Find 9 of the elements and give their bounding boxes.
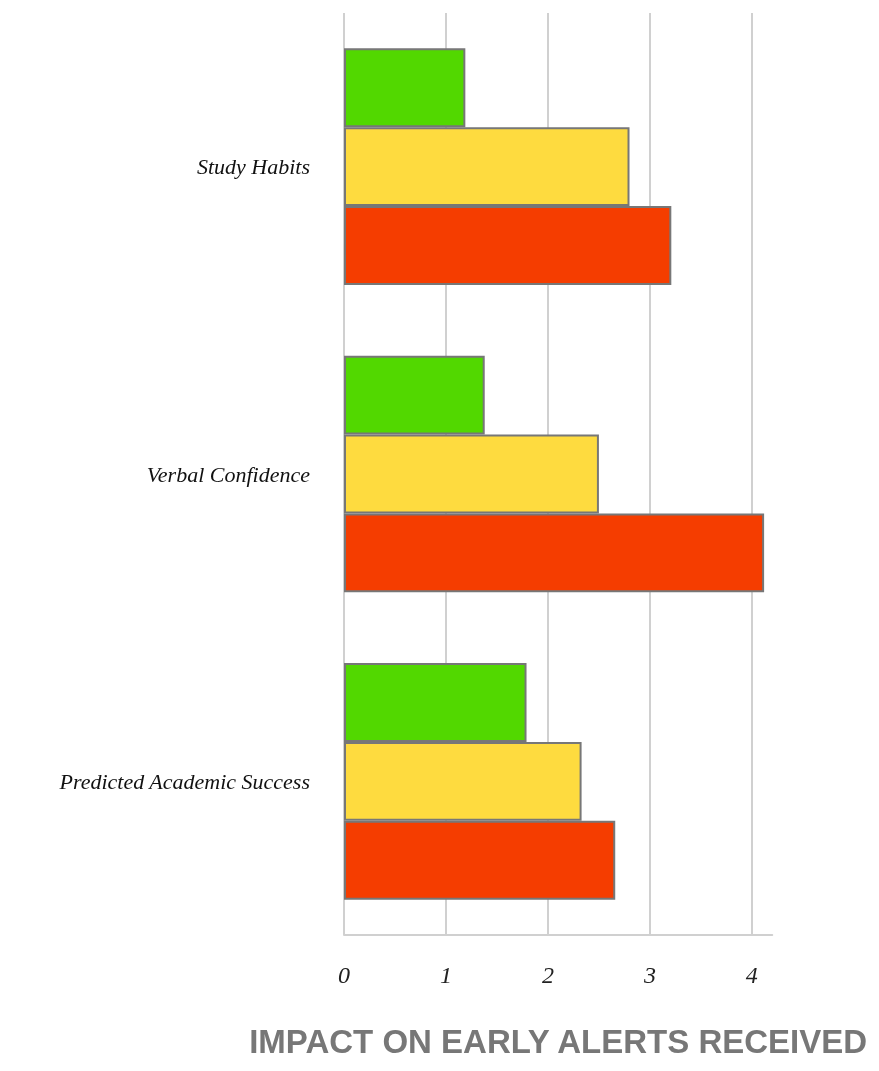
x-tick-label: 4 (745, 962, 758, 988)
y-tick-label: Predicted Academic Success (58, 768, 310, 794)
x-tick-label: 1 (439, 962, 452, 988)
x-axis-title: IMPACT ON EARLY ALERTS RECEIVED (249, 1023, 868, 1060)
y-tick-label: Study Habits (196, 154, 310, 180)
x-tick-label: 2 (541, 962, 554, 988)
y-tick-label: Verbal Confidence (146, 461, 311, 487)
x-tick-label: 3 (642, 962, 656, 988)
x-tick-label: 0 (338, 962, 350, 988)
